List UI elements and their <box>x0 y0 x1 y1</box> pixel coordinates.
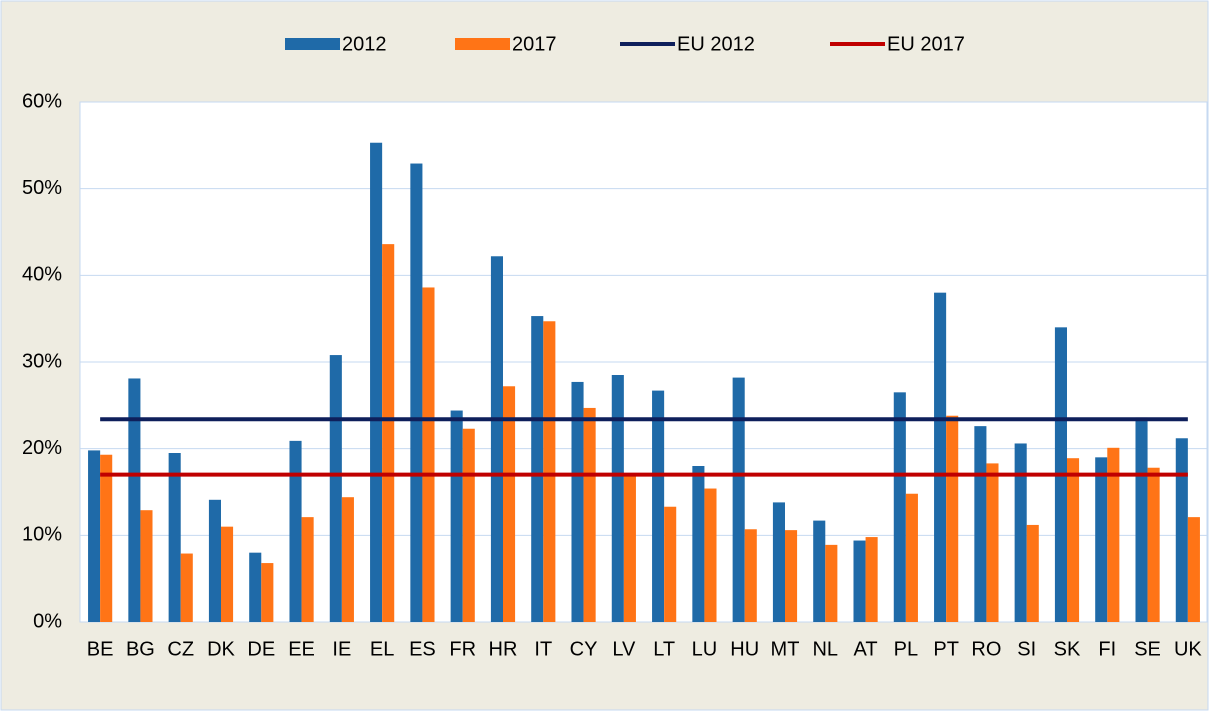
bar <box>986 463 999 622</box>
bar <box>611 375 624 622</box>
x-tick-label: HR <box>489 638 518 660</box>
bar <box>1187 517 1200 622</box>
bar <box>732 377 745 622</box>
x-tick-label: DE <box>247 638 275 660</box>
x-tick-label: AT <box>854 638 878 660</box>
y-tick-label: 40% <box>22 264 62 286</box>
bar <box>261 563 274 622</box>
bar <box>704 488 717 622</box>
bar <box>1095 457 1108 622</box>
x-tick-label: LV <box>612 638 636 660</box>
bar <box>1175 438 1188 622</box>
bar <box>974 426 987 622</box>
bar <box>301 517 314 622</box>
bar <box>531 316 544 622</box>
bar <box>490 256 503 622</box>
bar <box>1107 447 1120 622</box>
bar <box>1135 417 1148 622</box>
bar <box>1067 458 1080 622</box>
bar <box>623 475 636 622</box>
bar <box>410 163 423 623</box>
y-tick-label: 10% <box>22 524 62 546</box>
bar <box>905 493 918 622</box>
bar <box>571 381 584 622</box>
x-tick-label: DK <box>207 638 235 660</box>
x-tick-label: FI <box>1098 638 1116 660</box>
x-tick-label: EL <box>370 638 394 660</box>
bar <box>221 526 234 622</box>
bar <box>934 292 947 622</box>
x-tick-label: SI <box>1017 638 1036 660</box>
y-tick-label: 30% <box>22 350 62 372</box>
bar <box>583 407 596 622</box>
bar <box>865 537 878 622</box>
x-tick-label: FR <box>449 638 476 660</box>
bar <box>88 450 101 622</box>
bar <box>825 544 838 622</box>
bar <box>1014 443 1027 622</box>
bar <box>946 415 959 622</box>
bar <box>772 502 785 622</box>
bar <box>140 510 153 622</box>
bar <box>450 410 463 622</box>
bar <box>462 428 475 622</box>
bar <box>422 287 435 622</box>
bar <box>785 530 798 622</box>
bar <box>382 244 395 622</box>
x-tick-label: UK <box>1174 638 1202 660</box>
x-tick-label: PT <box>933 638 959 660</box>
x-tick-label: PL <box>894 638 918 660</box>
legend-label: 2012 <box>342 33 387 55</box>
bar <box>370 142 383 622</box>
bar <box>813 520 826 622</box>
y-tick-label: 50% <box>22 177 62 199</box>
bar <box>208 499 221 622</box>
bar <box>543 321 556 622</box>
x-tick-label: ES <box>409 638 436 660</box>
legend-swatch <box>285 38 340 50</box>
x-tick-label: MT <box>771 638 800 660</box>
x-tick-label: BE <box>87 638 114 660</box>
legend-label: 2017 <box>512 33 557 55</box>
y-tick-label: 60% <box>22 90 62 112</box>
bar <box>1026 524 1039 622</box>
bar <box>503 386 516 622</box>
bar <box>692 466 705 622</box>
x-tick-label: IE <box>332 638 351 660</box>
bar <box>341 497 354 622</box>
y-tick-label: 0% <box>33 610 62 632</box>
x-tick-label: HU <box>730 638 759 660</box>
x-tick-label: SE <box>1134 638 1161 660</box>
bar <box>893 392 906 622</box>
bar <box>289 440 302 622</box>
bar <box>1147 467 1160 622</box>
x-tick-label: CY <box>570 638 598 660</box>
bar <box>180 553 193 622</box>
x-tick-label: SK <box>1054 638 1081 660</box>
y-tick-label: 20% <box>22 437 62 459</box>
x-tick-label: CZ <box>167 638 194 660</box>
bar <box>652 390 665 622</box>
legend-label: EU 2017 <box>887 33 965 55</box>
x-tick-label: RO <box>971 638 1001 660</box>
x-tick-label: LT <box>653 638 675 660</box>
bar <box>168 453 181 622</box>
x-tick-label: LU <box>692 638 718 660</box>
bar <box>744 529 757 622</box>
bar <box>249 552 262 622</box>
legend-label: EU 2012 <box>677 33 755 55</box>
x-tick-label: IT <box>534 638 552 660</box>
bar <box>100 454 113 622</box>
x-tick-label: NL <box>812 638 838 660</box>
x-tick-label: EE <box>288 638 315 660</box>
bar <box>853 540 866 622</box>
bar <box>128 378 141 622</box>
bar <box>664 506 677 622</box>
legend-swatch <box>455 38 510 50</box>
x-tick-label: BG <box>126 638 155 660</box>
bar <box>329 355 342 622</box>
